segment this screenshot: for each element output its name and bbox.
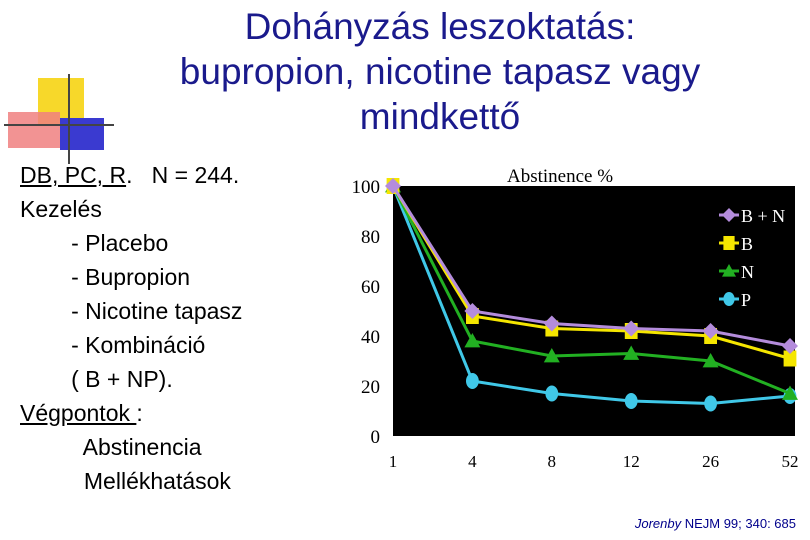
circle-marker xyxy=(723,292,735,306)
x-tick-label: 4 xyxy=(468,452,477,471)
treatment-bupropion: - Bupropion xyxy=(20,264,191,290)
deco-vertical-line xyxy=(68,74,70,164)
endpoints-line: Végpontok : xyxy=(20,396,242,430)
endpoints-colon: : xyxy=(136,400,143,426)
circle-marker xyxy=(704,395,717,412)
triangle-marker xyxy=(722,264,736,277)
page-title: Dohányzás leszoktatás: bupropion, nicoti… xyxy=(80,4,800,139)
treatment-combination-detail: ( B + NP). xyxy=(20,366,173,392)
x-tick-label: 12 xyxy=(623,452,640,471)
study-design: DB, PC, R xyxy=(20,162,127,188)
y-tick-label: 0 xyxy=(371,427,381,448)
circle-marker xyxy=(624,393,638,409)
y-tick-label: 60 xyxy=(361,277,380,298)
sample-size: . N = 244. xyxy=(126,162,240,188)
chart-title: Abstinence % xyxy=(507,166,613,187)
diamond-marker xyxy=(782,338,798,354)
endpoint-side-effects: Mellékhatások xyxy=(20,468,231,494)
diamond-marker xyxy=(722,208,736,222)
y-tick-label: 40 xyxy=(361,327,380,348)
triangle-marker xyxy=(782,385,798,400)
triangle-marker xyxy=(623,345,640,360)
triangle-marker xyxy=(464,333,481,348)
study-design-line: DB, PC, R. N = 244. xyxy=(20,158,242,192)
citation-journal: NEJM 99; 340: 685 xyxy=(681,516,796,531)
deco-blue-square xyxy=(60,118,104,150)
treatment-nicotine: - Nicotine tapasz xyxy=(20,298,243,324)
series-line xyxy=(391,185,791,348)
series-line xyxy=(391,185,791,406)
title-line-3: mindkettő xyxy=(359,96,521,137)
title-line-2: bupropion, nicotine tapasz vagy xyxy=(179,51,701,92)
x-tick-label: 26 xyxy=(702,452,719,471)
treatment-combination: - Kombináció xyxy=(20,332,206,358)
treatment-heading: Kezelés xyxy=(20,196,102,222)
square-marker xyxy=(723,236,735,250)
y-tick-label: 80 xyxy=(361,227,380,248)
legend-label: N xyxy=(741,262,754,282)
title-line-1: Dohányzás leszoktatás: xyxy=(244,6,636,47)
deco-horizontal-line xyxy=(4,124,114,126)
plot-area xyxy=(393,186,795,436)
triangle-marker xyxy=(702,353,719,368)
triangle-marker xyxy=(543,348,560,363)
series-line xyxy=(391,185,791,360)
endpoints-heading: Végpontok xyxy=(20,400,137,426)
x-tick-label: 1 xyxy=(389,452,398,471)
citation-author: Jorenby xyxy=(634,516,682,531)
y-tick-label: 20 xyxy=(361,377,380,398)
study-description: DB, PC, R. N = 244. Kezelés - Placebo - … xyxy=(20,158,242,498)
legend-label: P xyxy=(741,290,751,310)
diamond-marker xyxy=(702,323,719,339)
circle-marker xyxy=(545,385,559,402)
diamond-marker xyxy=(543,315,560,332)
treatment-placebo: - Placebo xyxy=(20,230,169,256)
legend-label: B + N xyxy=(741,206,785,226)
diamond-marker xyxy=(464,303,481,319)
y-tick-label: 100 xyxy=(352,177,381,198)
x-tick-label: 8 xyxy=(548,452,557,471)
deco-red-square xyxy=(8,112,60,148)
endpoint-abstinence: Abstinencia xyxy=(20,434,202,460)
circle-marker xyxy=(466,373,479,389)
citation: Jorenby NEJM 99; 340: 685 xyxy=(635,516,796,531)
series-line xyxy=(391,185,791,395)
diamond-marker xyxy=(385,178,401,194)
legend-label: B xyxy=(741,234,753,254)
square-marker xyxy=(783,350,797,367)
x-tick-label: 52 xyxy=(782,452,799,471)
diamond-marker xyxy=(623,320,640,337)
